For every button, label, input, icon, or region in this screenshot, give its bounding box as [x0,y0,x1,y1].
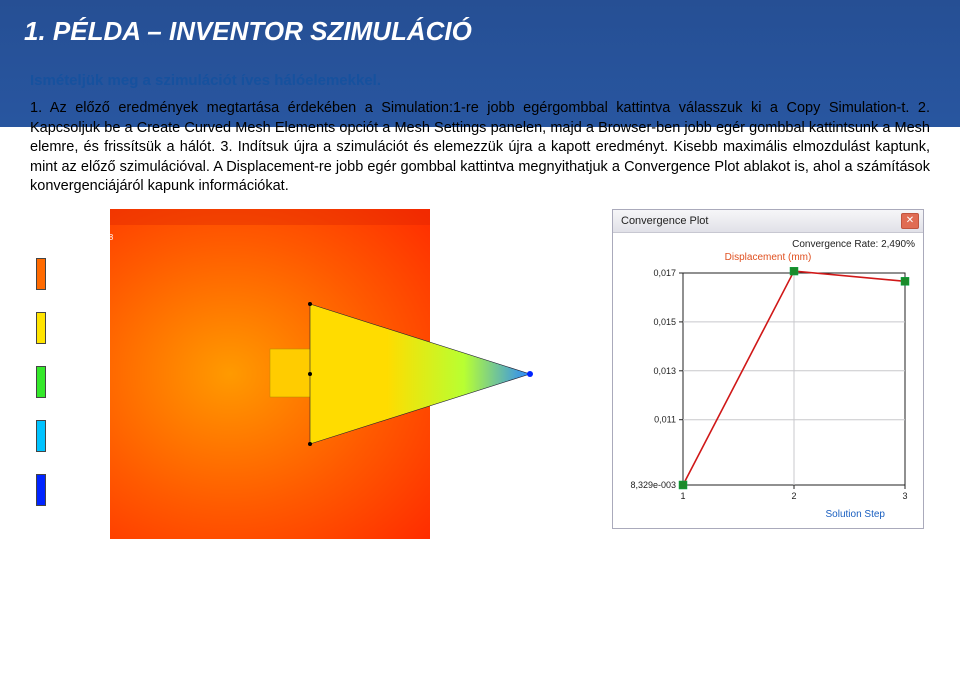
legend-swatch [36,366,46,398]
body-paragraph: 1. Az előző eredmények megtartása érdeké… [30,99,930,197]
plot-inner: Convergence Rate: 2,490% Displacement (m… [613,233,923,528]
plot-ylabel: Displacement (mm) [621,252,915,263]
legend-tick: 0,01367 [36,258,136,290]
legend-line: Unit: mm [36,224,136,233]
legend-tick: 0,00683 [36,366,136,398]
window-title: Convergence Plot [621,215,708,227]
plot-chart: 0,017 0,015 0,013 0,011 8,329e-003 1 2 3 [621,267,915,507]
simulation-render [110,209,606,539]
svg-text:0,015: 0,015 [653,317,676,327]
close-icon[interactable]: ✕ [901,213,919,229]
page-title: 1. PÉLDA – INVENTOR SZIMULÁCIÓ [24,16,936,47]
simulation-legend: Type: Displacement Unit: mm 2015.10.11.,… [36,215,136,528]
svg-text:0,013: 0,013 [653,366,676,376]
legend-swatch [36,474,46,506]
legend-value: 0,00683 [50,377,79,386]
convergence-rate-label: Convergence Rate: 2,490% [621,239,915,250]
legend-value: 0,00342 [50,431,79,440]
plot-xlabel: Solution Step [621,509,915,520]
legend-line: 0,01708 Max [36,242,136,251]
legend-tick: 0 Min [36,474,136,506]
legend-header: Type: Displacement Unit: mm 2015.10.11.,… [36,215,136,252]
convergence-plot-window: Convergence Plot ✕ Convergence Rate: 2,4… [612,209,924,529]
svg-text:0,011: 0,011 [654,415,676,425]
svg-text:1: 1 [680,491,685,501]
legend-swatch [36,258,46,290]
figure-row: Type: Displacement Unit: mm 2015.10.11.,… [30,209,930,539]
svg-text:0,017: 0,017 [653,268,676,278]
legend-value: 0,01025 [50,323,79,332]
legend-swatch [36,420,46,452]
legend-value: 0,01367 [50,269,79,278]
simulation-viewport: Type: Displacement Unit: mm 2015.10.11.,… [30,209,606,539]
legend-value: 0 Min [50,485,70,494]
content-area: Ismételjük meg a szimulációt íves hálóel… [0,72,960,539]
svg-text:3: 3 [902,491,907,501]
svg-text:2: 2 [791,491,796,501]
legend-tick: 0,01025 [36,312,136,344]
legend-tick: 0,00342 [36,420,136,452]
legend-line: 2015.10.11., 14:45:08 [36,233,136,242]
legend-line: Type: Displacement [36,215,136,224]
section-subtitle: Ismételjük meg a szimulációt íves hálóel… [30,72,930,89]
legend-swatch [36,312,46,344]
window-titlebar[interactable]: Convergence Plot ✕ [613,210,923,233]
svg-text:8,329e-003: 8,329e-003 [630,480,676,490]
